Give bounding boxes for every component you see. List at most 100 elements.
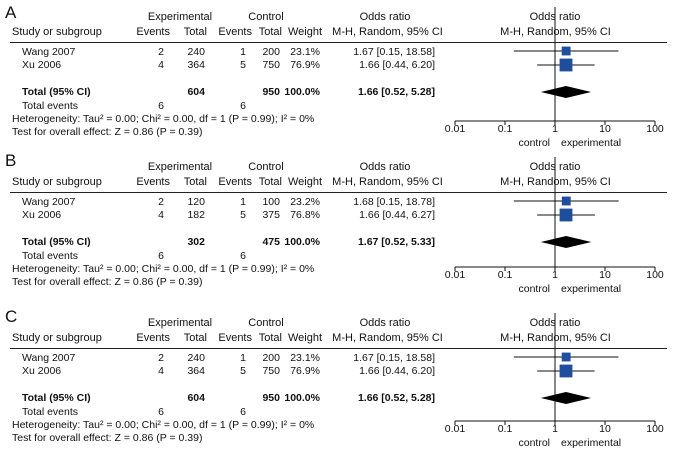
axis-tick-label: 100 — [646, 269, 664, 281]
study-total-e: 240 — [187, 46, 205, 58]
experimental-group-header: Experimental — [147, 11, 213, 23]
total-events-c: 6 — [240, 406, 246, 418]
study-events-e: 2 — [158, 352, 164, 364]
overall-effect-text: Test for overall effect: Z = 0.86 (P = 0… — [12, 126, 203, 138]
axis-tick-label: 0.01 — [444, 423, 466, 435]
total-total-e: 604 — [187, 86, 205, 98]
method-header: M-H, Random, 95% CI — [332, 176, 443, 188]
total-c-header: Total — [258, 176, 282, 188]
axis-tick-label: 0.1 — [497, 269, 513, 281]
study-name: Xu 2006 — [22, 209, 62, 221]
study-events-c: 5 — [240, 365, 246, 377]
axis-tick-label: 0.01 — [444, 269, 466, 281]
events-e-header: Events — [136, 26, 170, 38]
study-total-c: 200 — [262, 46, 280, 58]
total-events-label: Total events — [22, 250, 79, 262]
axis-tick-label: 0.01 — [444, 123, 466, 135]
study-marker — [559, 208, 573, 222]
forest-plot-area — [454, 7, 656, 125]
axis-favours-control: control — [518, 137, 550, 149]
events-e-header: Events — [136, 176, 170, 188]
total-ci-text: 1.66 [0.52, 5.28] — [357, 86, 435, 98]
study-events-c: 5 — [240, 59, 246, 71]
study-marker — [561, 196, 571, 206]
total-events-label: Total events — [22, 100, 79, 112]
study-name: Wang 2007 — [22, 46, 76, 58]
heterogeneity-text: Heterogeneity: Tau² = 0.00; Chi² = 0.00,… — [12, 113, 315, 125]
total-e-header: Total — [183, 332, 207, 344]
axis-tick-label: 0.1 — [497, 423, 513, 435]
axis-tick-label: 10 — [599, 423, 611, 435]
axis-tick-label: 100 — [646, 123, 664, 135]
study-ci-text: 1.66 [0.44, 6.20] — [359, 59, 435, 71]
study-events-c: 1 — [240, 46, 246, 58]
total-total-c: 475 — [262, 236, 280, 248]
method-header: M-H, Random, 95% CI — [332, 332, 443, 344]
study-marker — [561, 46, 571, 56]
total-c-header: Total — [258, 26, 282, 38]
forest-plot-area — [454, 157, 656, 271]
study-events-e: 2 — [158, 196, 164, 208]
axis-tick-label: 10 — [599, 123, 611, 135]
study-marker — [559, 58, 573, 72]
axis-tick-label: 1 — [552, 123, 558, 135]
events-c-header: Events — [218, 26, 252, 38]
study-weight: 76.8% — [290, 209, 320, 221]
study-marker — [561, 352, 571, 362]
total-weight: 100.0% — [284, 86, 320, 98]
axis-favours-experimental: experimental — [561, 437, 622, 449]
study-column-header: Study or subgroup — [12, 26, 102, 38]
study-events-e: 4 — [158, 209, 164, 221]
total-weight: 100.0% — [284, 236, 320, 248]
panel-label: A — [5, 3, 17, 22]
summary-diamond — [540, 86, 592, 98]
total-total-e: 604 — [187, 392, 205, 404]
control-group-header: Control — [248, 11, 284, 23]
axis-tick-label: 10 — [599, 269, 611, 281]
total-e-header: Total — [183, 176, 207, 188]
total-events-e: 6 — [158, 406, 164, 418]
total-weight: 100.0% — [284, 392, 320, 404]
experimental-group-header: Experimental — [147, 161, 213, 173]
study-ci-text: 1.66 [0.44, 6.20] — [359, 365, 435, 377]
study-marker — [559, 364, 573, 378]
total-c-header: Total — [258, 332, 282, 344]
study-name: Xu 2006 — [22, 59, 62, 71]
study-total-e: 120 — [187, 196, 205, 208]
odds-ratio-header: Odds ratio — [359, 317, 411, 329]
panel-label: B — [5, 151, 17, 170]
total-events-label: Total events — [22, 406, 79, 418]
study-events-e: 2 — [158, 46, 164, 58]
total-ci-text: 1.66 [0.52, 5.28] — [357, 392, 435, 404]
weight-header: Weight — [288, 332, 323, 344]
axis-tick-label: 1 — [552, 423, 558, 435]
study-events-c: 1 — [240, 352, 246, 364]
forest-plot-panel-c: C Experimental Control Odds ratio Odds r… — [0, 304, 677, 456]
study-weight: 23.2% — [290, 196, 320, 208]
study-weight: 76.9% — [290, 365, 320, 377]
study-weight: 76.9% — [290, 59, 320, 71]
study-total-c: 375 — [262, 209, 280, 221]
control-group-header: Control — [248, 161, 284, 173]
study-events-e: 4 — [158, 365, 164, 377]
summary-diamond — [540, 236, 592, 248]
axis-favours-experimental: experimental — [561, 283, 622, 295]
odds-ratio-header: Odds ratio — [359, 161, 411, 173]
total-events-c: 6 — [240, 100, 246, 112]
axis-tick-label: 0.1 — [497, 123, 513, 135]
axis-tick-label: 100 — [646, 423, 664, 435]
total-events-e: 6 — [158, 250, 164, 262]
study-ci-text: 1.67 [0.15, 18.58] — [353, 46, 435, 58]
overall-effect-text: Test for overall effect: Z = 0.86 (P = 0… — [12, 276, 203, 288]
forest-plot-panel-a: A Experimental Control Odds ratio Odds r… — [0, 0, 677, 152]
study-name: Wang 2007 — [22, 352, 76, 364]
method-header: M-H, Random, 95% CI — [332, 26, 443, 38]
axis-favours-control: control — [518, 283, 550, 295]
study-events-c: 1 — [240, 196, 246, 208]
total-label: Total (95% CI) — [22, 236, 91, 248]
study-total-e: 182 — [187, 209, 205, 221]
heterogeneity-text: Heterogeneity: Tau² = 0.00; Chi² = 0.00,… — [12, 263, 315, 275]
events-c-header: Events — [218, 176, 252, 188]
overall-effect-text: Test for overall effect: Z = 0.86 (P = 0… — [12, 432, 203, 444]
panel-label: C — [5, 307, 18, 326]
